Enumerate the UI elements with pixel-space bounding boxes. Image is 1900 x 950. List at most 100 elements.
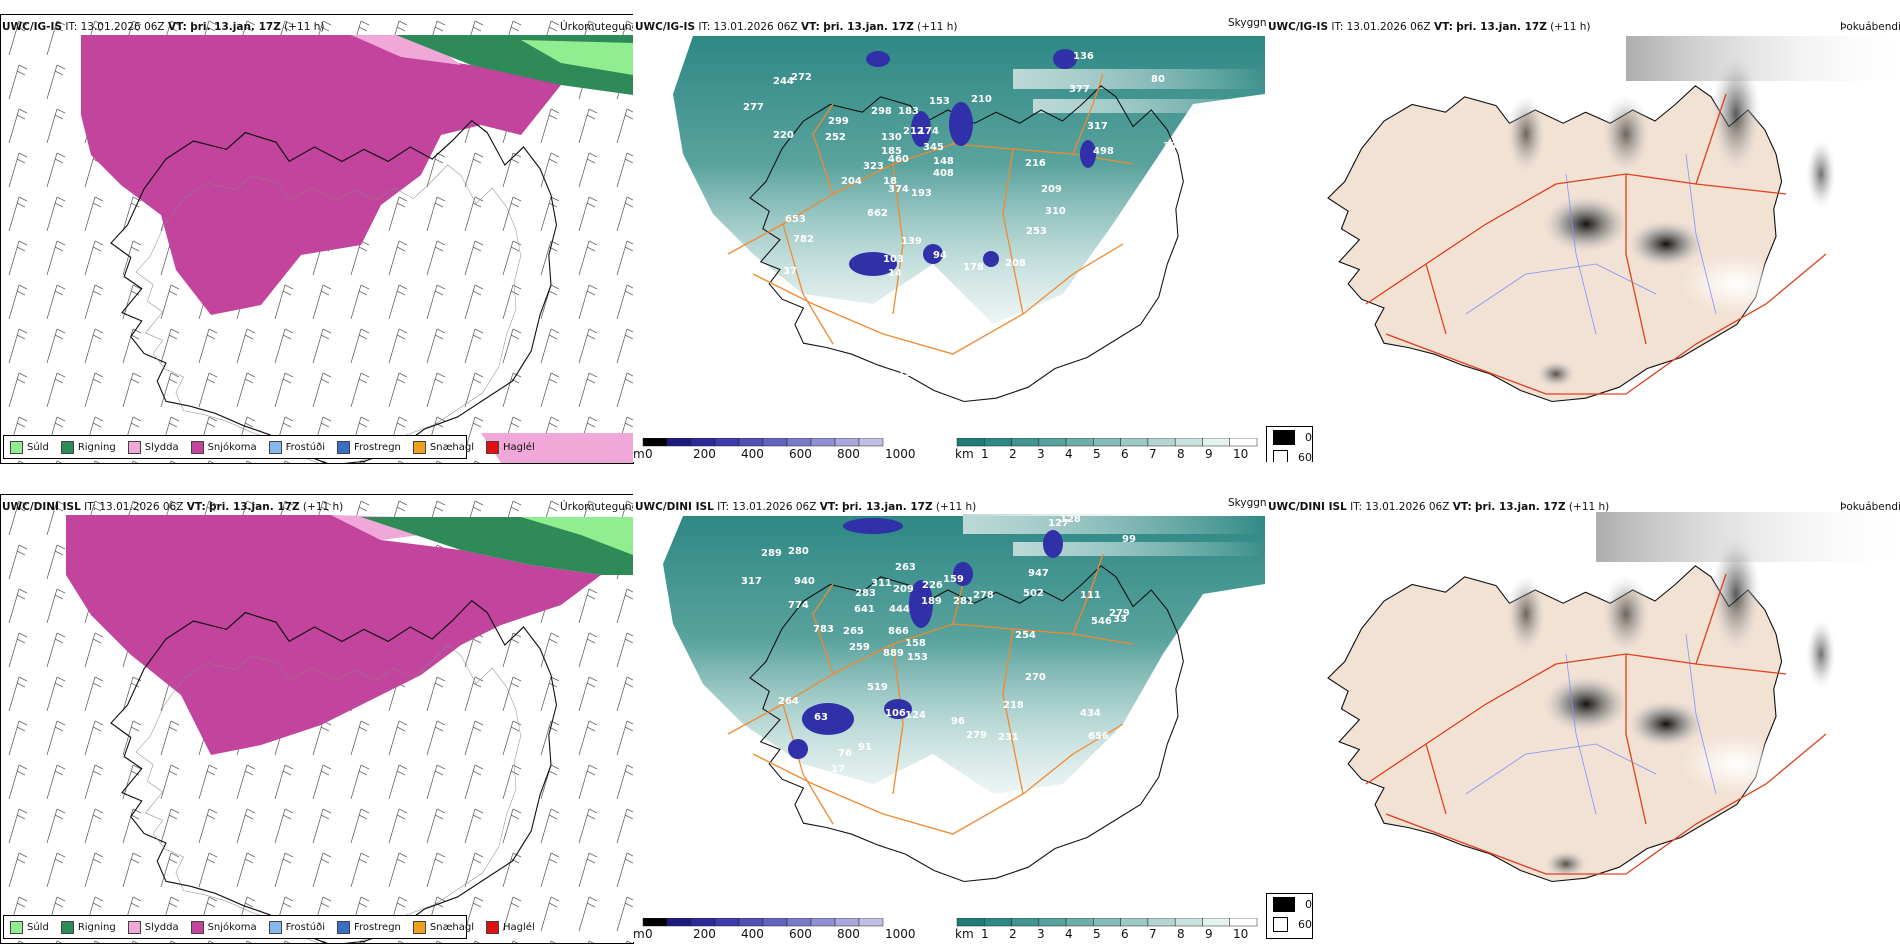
ceiling-label: 185	[881, 146, 902, 157]
visibility-colorbar-swatch	[1065, 918, 1094, 927]
low-ceiling-areas	[788, 518, 1063, 759]
low-ceiling-areas	[849, 49, 1096, 276]
visibility-tick: 5	[1093, 447, 1101, 461]
ceiling-colorbar-swatch	[810, 918, 836, 927]
legend-hail: Haglél	[486, 440, 535, 454]
ceiling-label: 656	[1088, 731, 1109, 742]
ceiling-colorbar-swatch	[714, 438, 740, 447]
visibility-tick: 6	[1121, 447, 1129, 461]
ceiling-label: 289	[761, 548, 782, 559]
legend-freezing-drizzle: Frostúði	[268, 920, 325, 934]
ceiling-label: 136	[1073, 51, 1094, 62]
ceiling-colorbar-swatch	[738, 918, 764, 927]
precip-type-panel: Súld Rigning Slydda Snjókoma Frostúði Fr…	[0, 494, 634, 944]
visibility-colorbar: km 1 2 3 4 5 6 7 8 9 10	[953, 918, 1265, 942]
ceiling-colorbar-swatches	[642, 438, 884, 447]
visibility-tick: 2	[1009, 447, 1017, 461]
ceiling-label: 280	[788, 546, 809, 557]
ceiling-label: 158	[905, 638, 926, 649]
rain-area	[361, 517, 633, 575]
ceiling-colorbar-swatch	[762, 918, 788, 927]
precip-map	[1, 15, 633, 463]
ceiling-label: 889	[883, 648, 904, 659]
ceiling-label: 253	[1026, 226, 1047, 237]
snow-area	[66, 515, 601, 755]
ceiling-label: 174	[918, 126, 939, 137]
drizzle-area	[521, 40, 633, 75]
ceiling-header: UWC/DINI ISL IT: 13.01.2026 06Z VT: þri.…	[635, 501, 977, 513]
visibility-tick: 8	[1177, 447, 1185, 461]
ceiling-label: 317	[1087, 121, 1108, 132]
ceiling-label: 63	[814, 712, 828, 723]
ceiling-colorbar-swatch	[834, 918, 860, 927]
ceiling-colorbar-swatch	[810, 438, 836, 447]
ceiling-label: 254	[1015, 630, 1036, 641]
ceiling-colorbar-swatch	[690, 918, 716, 927]
ceiling-label: 279	[966, 730, 987, 741]
ceiling-label: 18	[883, 176, 897, 187]
precip-legend: Súld Rigning Slydda Snjókoma Frostúði Fr…	[3, 915, 535, 939]
ceiling-label: 99	[1122, 534, 1136, 545]
visibility-colorbar-swatch	[1038, 918, 1067, 927]
ceiling-label: 80	[1151, 74, 1165, 85]
legend-rain: Rigning	[60, 440, 116, 454]
visibility-colorbar-swatch	[1093, 918, 1121, 927]
ceiling-label: 209	[893, 584, 914, 595]
ceiling-colorbar-swatch	[666, 438, 692, 447]
ceiling-label: 502	[1023, 588, 1044, 599]
roads	[1365, 573, 1827, 875]
ceiling-label: 641	[854, 604, 875, 615]
legend-freezing-rain: Frostregn	[337, 920, 401, 934]
ceiling-colorbar-swatches	[642, 918, 884, 927]
ceiling-label: 298	[871, 106, 892, 117]
ceiling-label: 277	[743, 102, 764, 113]
ceiling-label: 653	[785, 214, 806, 225]
ceiling-tick: 600	[789, 447, 812, 461]
ceiling-label: 434	[1080, 708, 1101, 719]
ceiling-label: 14	[888, 268, 902, 279]
ceiling-label: 103	[883, 254, 904, 265]
ceiling-label: 91	[858, 742, 872, 753]
ceiling-label: 178	[963, 262, 984, 273]
visibility-tick: 10	[1233, 447, 1249, 461]
ceiling-label: 299	[828, 116, 849, 127]
ceiling-tick: 1000	[885, 927, 916, 941]
fog-field	[1506, 534, 1836, 878]
visibility-colorbar-swatch	[1093, 438, 1121, 447]
fog-map	[1266, 494, 1900, 942]
visibility-tick: 3	[1037, 927, 1045, 941]
visibility-tick: 1	[981, 927, 989, 941]
visibility-colorbar-swatch	[1229, 438, 1258, 447]
ceiling-colorbar-swatch	[690, 438, 716, 447]
ceiling-label: 265	[843, 626, 864, 637]
snow-area	[81, 35, 561, 315]
visibility-tick: 7	[1149, 447, 1157, 461]
rivers	[1465, 633, 1717, 815]
ceiling-tick: 600	[789, 927, 812, 941]
legend-snow-grains: Snæhagl	[412, 440, 474, 454]
ceiling-colorbar-swatch	[786, 918, 812, 927]
visibility-colorbar-swatch	[956, 438, 985, 447]
ceiling-label: 310	[1045, 206, 1066, 217]
fog-map	[1266, 14, 1900, 462]
ceiling-label: 465	[1138, 254, 1159, 265]
visibility-colorbar-swatch	[1147, 918, 1176, 927]
ceiling-label: 204	[841, 176, 862, 187]
ceiling-label: 323	[863, 161, 884, 172]
visibility-colorbar-swatch	[1011, 918, 1040, 927]
ceiling-label: 17	[831, 764, 845, 775]
visibility-tick: 1	[981, 447, 989, 461]
ceiling-label: 283	[855, 588, 876, 599]
ceiling-label: 33	[1113, 614, 1127, 625]
ceiling-label: 139	[901, 236, 922, 247]
fog-legend-dense: 0	[1267, 427, 1312, 447]
ceiling-label: 444	[889, 604, 910, 615]
visibility-tick: 7	[1149, 927, 1157, 941]
ceiling-colorbar-swatch	[738, 438, 764, 447]
ceiling-title: Skyggni	[1228, 17, 1270, 29]
ceiling-label: 264	[778, 696, 799, 707]
ceiling-label: 128	[1060, 514, 1081, 525]
ceiling-label: 345	[923, 142, 944, 153]
ceiling-colorbar-swatch	[642, 438, 668, 447]
